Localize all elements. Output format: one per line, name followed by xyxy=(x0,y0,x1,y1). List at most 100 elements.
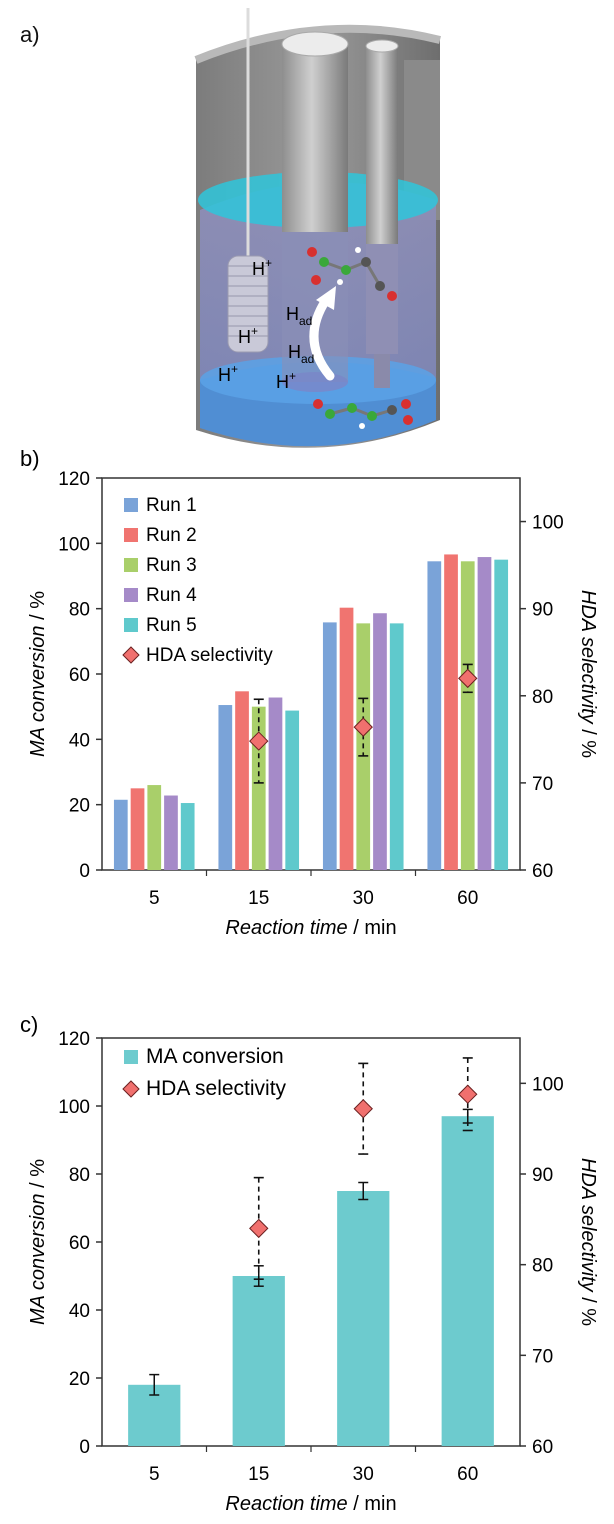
h-plus-label: H+ xyxy=(238,324,258,347)
y2-tick-label: 80 xyxy=(532,687,553,708)
y2-tick-label: 80 xyxy=(532,1256,553,1277)
selectivity-point xyxy=(458,1084,478,1104)
coil-electrode xyxy=(227,255,269,353)
bar xyxy=(130,788,145,870)
bar xyxy=(389,623,404,870)
bar xyxy=(218,705,233,870)
y2-axis-title-main: HDA selectivity xyxy=(577,590,599,725)
reactor-schematic: a) xyxy=(20,8,441,448)
legend-swatch xyxy=(124,498,138,512)
x-tick-label: 60 xyxy=(457,888,478,909)
y2-axis-title-unit: / % xyxy=(577,1292,599,1327)
y2-tick-label: 100 xyxy=(532,1074,564,1095)
y2-axis-title-unit: / % xyxy=(577,724,599,759)
y2-tick-label: 90 xyxy=(532,1165,553,1186)
h-ad-label: Had xyxy=(288,342,314,366)
y-axis-title-main: MA conversion xyxy=(27,625,49,757)
y-axis-title-main: MA conversion xyxy=(27,1193,49,1325)
y-tick-label: 120 xyxy=(58,1029,90,1050)
y2-tick-label: 60 xyxy=(532,1437,553,1458)
y-tick-label: 20 xyxy=(69,796,90,817)
reactor-schematic-panel: a) xyxy=(0,0,614,470)
legend-swatch xyxy=(124,1050,138,1064)
y2-tick-label: 60 xyxy=(532,861,553,882)
x-tick-label: 15 xyxy=(248,888,269,909)
selectivity-point xyxy=(353,717,373,737)
y-tick-label: 120 xyxy=(58,469,90,490)
bar xyxy=(113,799,128,870)
y-tick-label: 0 xyxy=(79,1437,90,1458)
y-tick-label: 100 xyxy=(58,1097,90,1118)
legend-label: HDA selectivity xyxy=(146,645,273,666)
y-tick-label: 80 xyxy=(69,1165,90,1186)
h-plus-label: H+ xyxy=(252,256,272,279)
y-tick-label: 0 xyxy=(79,861,90,882)
panel-a-label: a) xyxy=(20,22,40,47)
legend-label: Run 3 xyxy=(146,555,197,576)
hydrogen-transfer-arrow xyxy=(309,295,335,381)
y-tick-label: 60 xyxy=(69,665,90,686)
x-tick-label: 30 xyxy=(353,888,374,909)
legend-label: Run 1 xyxy=(146,495,197,516)
y2-axis-title-main: HDA selectivity xyxy=(577,1158,599,1293)
legend-swatch xyxy=(124,528,138,542)
x-tick-label: 60 xyxy=(457,1464,478,1485)
selectivity-point xyxy=(458,668,478,689)
legend-label: Run 4 xyxy=(146,585,197,606)
x-tick-label: 30 xyxy=(353,1464,374,1485)
legend-label: HDA selectivity xyxy=(146,1077,287,1100)
x-axis-title: Reaction time / min xyxy=(225,917,396,939)
bar xyxy=(441,1116,494,1446)
h-plus-label: H+ xyxy=(218,362,238,385)
bar xyxy=(232,1276,285,1446)
bar xyxy=(322,622,337,870)
legend-swatch xyxy=(124,588,138,602)
legend-swatch xyxy=(124,618,138,632)
molecule-product xyxy=(307,247,397,301)
bar xyxy=(251,706,266,870)
bar xyxy=(180,803,195,870)
h-plus-label: H+ xyxy=(276,369,296,392)
bar xyxy=(164,795,178,870)
bar xyxy=(444,554,458,870)
bar xyxy=(268,697,283,870)
y-tick-label: 20 xyxy=(69,1369,90,1390)
legend-label: Run 2 xyxy=(146,525,197,546)
y-tick-label: 100 xyxy=(58,534,90,555)
bar xyxy=(494,559,509,870)
arrow-head xyxy=(316,286,336,310)
y-axis-title: MA conversion / % xyxy=(27,591,49,757)
y-tick-label: 40 xyxy=(69,1301,90,1322)
selectivity-point xyxy=(249,1218,269,1239)
x-axis-title-unit: / min xyxy=(348,917,397,939)
chart-c: c) 0 20 40 60 80 100 120 60 70 80 90 100 5 15 30 60 MA co… xyxy=(20,1012,599,1515)
panel-label: b) xyxy=(20,446,40,471)
x-tick-label: 5 xyxy=(149,1464,160,1485)
x-axis-title: Reaction time / min xyxy=(225,1493,396,1515)
y2-axis-title: HDA selectivity / % xyxy=(577,590,599,758)
x-axis-title-main: Reaction time xyxy=(225,917,347,939)
chart-b: b) 0 20 40 60 80 100 120 60 70 80 90 100 5 15 30 60 Run 1… xyxy=(20,446,599,939)
selectivity-point xyxy=(353,1099,373,1119)
legend-swatch xyxy=(124,558,138,572)
y-tick-label: 40 xyxy=(69,730,90,751)
y-axis-title-unit: / % xyxy=(27,591,49,626)
legend-selectivity-marker xyxy=(122,646,140,664)
x-axis-title-unit: / min xyxy=(348,1493,397,1515)
y2-tick-label: 70 xyxy=(532,774,553,795)
chart-panel-c: c) 0 20 40 60 80 100 120 60 70 80 90 100 5 15 30 60 MA co… xyxy=(0,1010,614,1519)
y2-axis-title: HDA selectivity / % xyxy=(577,1158,599,1326)
reactor-rim xyxy=(194,24,441,64)
x-tick-label: 15 xyxy=(248,1464,269,1485)
legend-selectivity-marker xyxy=(122,1080,140,1098)
y-axis-title-unit: / % xyxy=(27,1159,49,1194)
y-tick-label: 60 xyxy=(69,1233,90,1254)
bar xyxy=(427,561,442,870)
molecule-reactant xyxy=(313,399,413,429)
h-ad-label: Had xyxy=(286,304,312,328)
y2-tick-label: 100 xyxy=(532,513,564,534)
bar xyxy=(337,1191,390,1446)
bar xyxy=(235,691,249,870)
y-axis-title: MA conversion / % xyxy=(27,1159,49,1325)
y2-tick-label: 70 xyxy=(532,1346,553,1367)
